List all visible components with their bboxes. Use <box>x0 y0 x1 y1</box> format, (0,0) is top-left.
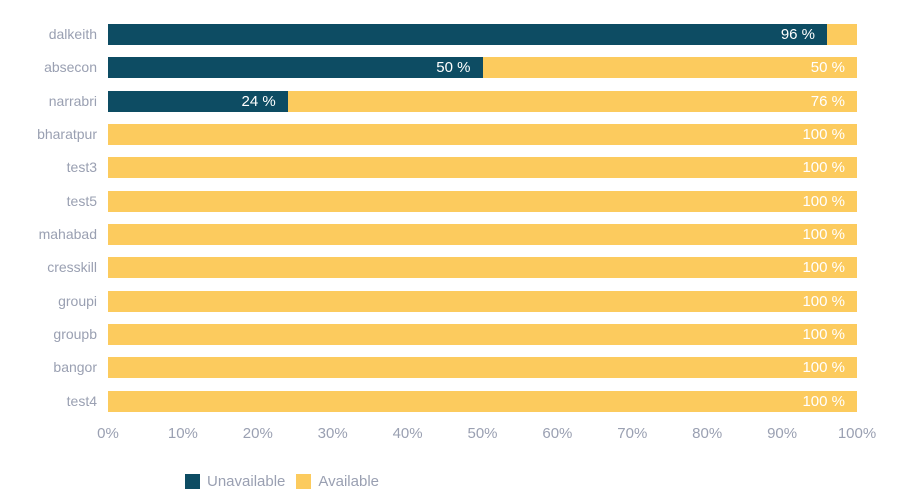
segment-value-label: 50 % <box>436 59 471 77</box>
segment-value-label: 100 % <box>802 126 845 144</box>
bar-segment-available[interactable]: 100 % <box>108 190 857 212</box>
segment-value-label: 96 % <box>780 26 816 43</box>
bar-row: narrabri 24 % 76 % <box>0 90 857 112</box>
bar-row: dalkeith 96 % <box>0 24 857 45</box>
segment-value-label: 76 % <box>810 92 845 110</box>
legend: Unavailable Available <box>185 473 379 490</box>
available-swatch-icon <box>296 474 312 489</box>
stacked-bar: 100 % <box>108 324 857 346</box>
stacked-bar: 100 % <box>108 224 857 246</box>
segment-value-label: 50 % <box>810 59 845 77</box>
bar-segment-available[interactable]: 100 % <box>108 157 857 179</box>
bar-segment-available[interactable]: 100 % <box>108 224 857 246</box>
bar-row: test4 100 % <box>0 390 857 412</box>
segment-value-label: 100 % <box>802 159 845 177</box>
category-label: absecon <box>44 59 97 76</box>
stacked-bar: 100 % <box>108 190 857 212</box>
x-axis-tick-label: 50% <box>467 425 498 442</box>
stacked-bar: 96 % <box>108 24 857 45</box>
bar-segment-available[interactable]: 100 % <box>108 257 857 279</box>
bar-row: cresskill 100 % <box>0 257 857 279</box>
category-label: mahabad <box>38 226 97 243</box>
bar-row: absecon 50 % 50 % <box>0 57 857 79</box>
category-label: bharatpur <box>37 126 97 143</box>
x-axis-tick-label: 100% <box>837 425 877 442</box>
category-label: cresskill <box>47 259 97 276</box>
category-label: test5 <box>66 192 97 209</box>
legend-label-available: Available <box>318 473 379 490</box>
category-label: groupb <box>53 326 97 343</box>
x-axis-tick-label: 40% <box>392 425 423 442</box>
x-axis-tick-label: 90% <box>767 425 798 442</box>
x-axis: 0% 10% 20% 30% 40% 50% 60% 70% 80% 90% 100% <box>97 425 876 443</box>
legend-label-unavailable: Unavailable <box>207 473 286 490</box>
bar-row: groupb 100 % <box>0 324 857 346</box>
segment-value-label: 24 % <box>241 92 276 110</box>
x-axis-tick-label: 0% <box>97 425 119 442</box>
x-axis-tick-label: 20% <box>242 425 273 442</box>
bar-row: test5 100 % <box>0 190 857 212</box>
bar-row: mahabad 100 % <box>0 224 857 246</box>
stacked-bar: 50 % 50 % <box>108 57 857 79</box>
x-axis-tick-label: 30% <box>317 425 348 442</box>
bar-segment-available[interactable]: 100 % <box>108 390 857 412</box>
category-label: dalkeith <box>48 26 97 42</box>
stacked-bar: 100 % <box>108 390 857 412</box>
bar-segment-unavailable[interactable]: 50 % <box>108 57 483 79</box>
stacked-bar: 100 % <box>108 157 857 179</box>
category-label: test3 <box>66 159 97 176</box>
x-axis-tick-label: 10% <box>167 425 198 442</box>
stacked-bar: 24 % 76 % <box>108 90 857 112</box>
category-label: bangor <box>53 359 97 376</box>
bar-segment-available[interactable]: 100 % <box>108 290 857 312</box>
segment-value-label: 100 % <box>802 259 845 277</box>
segment-value-label: 100 % <box>802 292 845 310</box>
bar-segment-available[interactable]: 100 % <box>108 324 857 346</box>
x-axis-tick-label: 70% <box>617 425 648 442</box>
bar-row: bharatpur 100 % <box>0 124 857 146</box>
stacked-bar: 100 % <box>108 257 857 279</box>
bar-rows: dalkeith 96 % absecon 50 % 50 % narrabri 24 % 7… <box>0 24 857 424</box>
stacked-bar: 100 % <box>108 124 857 146</box>
segment-value-label: 100 % <box>802 392 845 410</box>
bar-row: test3 100 % <box>0 157 857 179</box>
bar-segment-available[interactable]: 50 % <box>482 57 857 79</box>
x-axis-tick-label: 60% <box>542 425 573 442</box>
segment-value-label: 100 % <box>802 326 845 344</box>
bar-segment-unavailable[interactable]: 24 % <box>108 90 288 112</box>
legend-item-available[interactable]: Available <box>296 473 379 490</box>
bar-row: bangor 100 % <box>0 357 857 379</box>
category-label: groupi <box>58 292 97 309</box>
segment-value-label: 100 % <box>802 359 845 377</box>
bar-row: groupi 100 % <box>0 290 857 312</box>
bar-segment-available[interactable]: 76 % <box>287 90 857 112</box>
bar-segment-available[interactable]: 100 % <box>108 357 857 379</box>
stacked-bar: 100 % <box>108 290 857 312</box>
segment-value-label: 100 % <box>802 192 845 210</box>
bar-segment-available[interactable]: 100 % <box>108 124 857 146</box>
x-axis-tick-label: 80% <box>692 425 723 442</box>
category-label: test4 <box>66 392 97 409</box>
segment-value-label: 100 % <box>802 226 845 244</box>
bar-segment-available[interactable] <box>827 24 857 45</box>
unavailable-swatch-icon <box>185 474 200 489</box>
bar-segment-unavailable[interactable]: 96 % <box>108 24 828 45</box>
legend-item-unavailable[interactable]: Unavailable <box>185 473 285 490</box>
stacked-bar: 100 % <box>108 357 857 379</box>
category-label: narrabri <box>48 92 97 109</box>
